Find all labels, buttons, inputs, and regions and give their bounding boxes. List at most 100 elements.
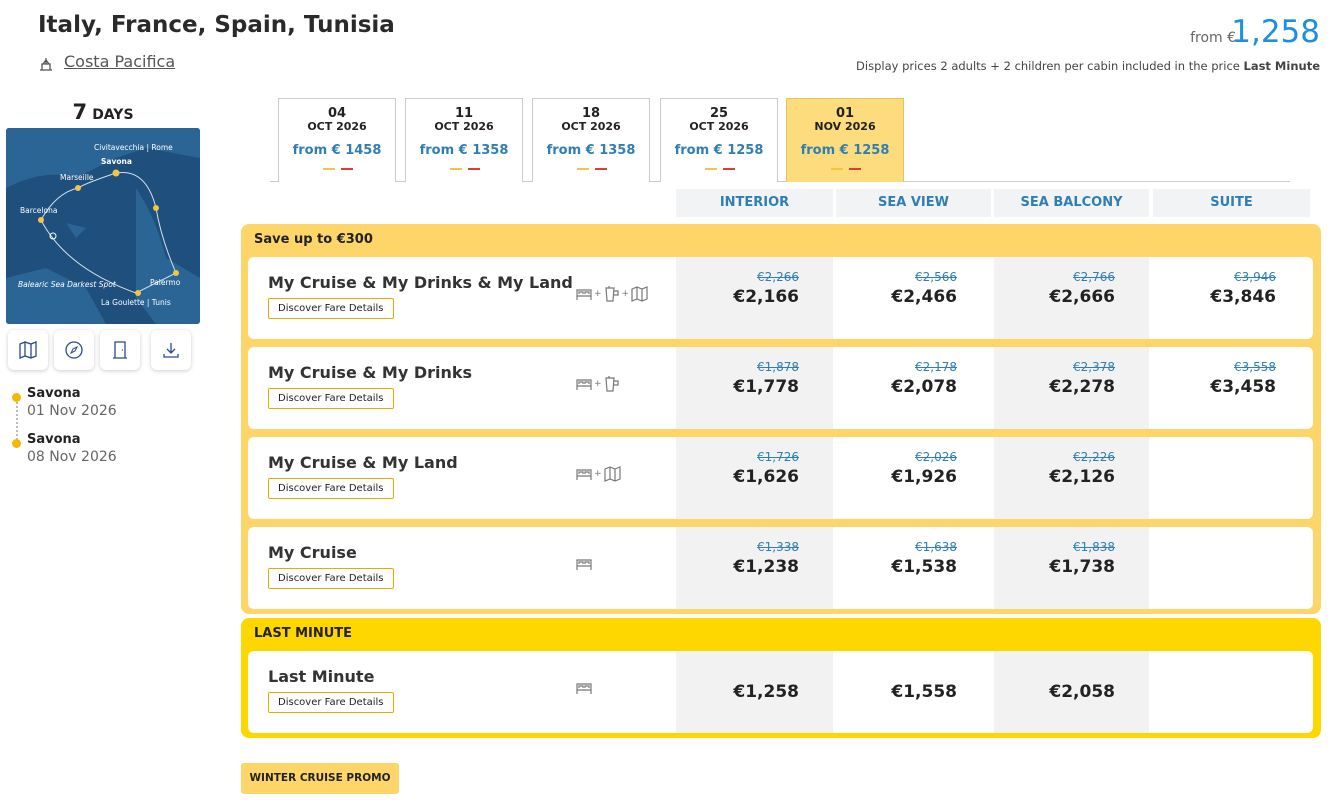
fare-name: My Cruise & My Land	[268, 453, 458, 472]
tab-day: 18	[581, 106, 601, 121]
door-button[interactable]	[100, 330, 140, 370]
tab-mark-red	[341, 168, 353, 170]
price: €1,558	[891, 682, 957, 702]
icon-plus: +	[594, 379, 602, 389]
stop-dot	[12, 393, 21, 402]
tab-day: 11	[454, 106, 474, 121]
fare-icon-bed	[576, 559, 592, 570]
old-price: €1,838	[1073, 540, 1115, 554]
price-col-bg	[676, 347, 833, 429]
tab-mark-yellow	[323, 168, 335, 170]
fare-details-button[interactable]: Discover Fare Details	[268, 568, 394, 589]
tab-mark-red	[849, 168, 861, 170]
tab-mark-yellow	[450, 168, 462, 170]
old-price: €2,378	[1073, 360, 1115, 374]
price-col-bg	[994, 257, 1149, 339]
cabin-header: SEA BALCONY	[994, 189, 1149, 217]
price-col-bg	[676, 257, 833, 339]
fare-name: My Cruise & My Drinks	[268, 363, 473, 382]
fare-row: My Cruise & My Drinks & My Land Discover …	[248, 257, 1313, 339]
fare-icon-bed	[576, 379, 592, 390]
fare-icon-land	[631, 286, 648, 302]
price: €1,926	[891, 467, 957, 487]
old-price: €3,946	[1234, 270, 1276, 284]
promo-button[interactable]: WINTER CRUISE PROMO	[241, 763, 399, 794]
date-tab[interactable]: 18 OCT 2026 from € 1358	[532, 98, 650, 182]
price: €1,538	[891, 557, 957, 577]
stop-dot	[12, 439, 21, 448]
price: €1,738	[1049, 557, 1115, 577]
note-bold: Last Minute	[1243, 59, 1321, 73]
date-tab[interactable]: 04 OCT 2026 from € 1458	[278, 98, 396, 182]
old-price: €2,566	[915, 270, 957, 284]
fare-icon-drink	[604, 286, 619, 302]
date-tab[interactable]: 25 OCT 2026 from € 1258	[660, 98, 778, 182]
tab-day: 04	[327, 106, 347, 121]
ship-icon	[40, 58, 52, 71]
price: €1,238	[733, 557, 799, 577]
note-text: Display prices 2 adults + 2 children per…	[856, 59, 1240, 73]
stop-date: 08 Nov 2026	[27, 449, 117, 465]
map-label: Balearic Sea Darkest Spot	[18, 280, 116, 289]
stops-line	[16, 398, 18, 444]
fare-icons: + +	[575, 285, 648, 303]
stop-port: Savona	[27, 386, 81, 401]
tab-month: OCT 2026	[689, 120, 749, 133]
old-price: €1,726	[757, 450, 799, 464]
old-price: €2,026	[915, 450, 957, 464]
tab-mark-yellow	[705, 168, 717, 170]
old-price: €2,178	[915, 360, 957, 374]
fare-details-button[interactable]: Discover Fare Details	[268, 388, 394, 409]
date-tab[interactable]: 01 NOV 2026 from € 1258	[786, 98, 904, 182]
fare-icon-drink	[604, 376, 619, 392]
price: €2,166	[733, 287, 799, 307]
fare-details-button[interactable]: Discover Fare Details	[268, 692, 394, 713]
price: €3,458	[1210, 377, 1276, 397]
price-col-bg	[994, 651, 1149, 733]
group-title: LAST MINUTE	[254, 626, 353, 641]
fare-row: My Cruise & My Land Discover Fare Details…	[248, 437, 1313, 519]
map-label: Palermo	[150, 278, 181, 287]
price: €2,058	[1049, 682, 1115, 702]
fare-icons: +	[575, 375, 621, 393]
fare-details-button[interactable]: Discover Fare Details	[268, 298, 394, 319]
price: €1,626	[733, 467, 799, 487]
icon-plus: +	[594, 469, 602, 479]
price-note: Display prices 2 adults + 2 children per…	[856, 59, 1320, 73]
compass-button[interactable]	[54, 330, 94, 370]
date-tab[interactable]: 11 OCT 2026 from € 1358	[405, 98, 523, 182]
page-title: Italy, France, Spain, Tunisia	[38, 12, 395, 38]
map-label: Barcelona	[20, 206, 58, 215]
price: €2,078	[891, 377, 957, 397]
fare-details-button[interactable]: Discover Fare Details	[268, 478, 394, 499]
price: €3,846	[1210, 287, 1276, 307]
ship-link[interactable]: Costa Pacifica	[64, 52, 176, 71]
tab-month: NOV 2026	[814, 120, 876, 133]
fare-group: LAST MINUTE Last Minute Discover Fare Deta…	[241, 618, 1321, 738]
map-button[interactable]	[8, 330, 48, 370]
map-label: La Goulette | Tunis	[101, 298, 171, 307]
tab-month: OCT 2026	[561, 120, 621, 133]
cabin-header: INTERIOR	[676, 189, 833, 217]
old-price: €2,266	[757, 270, 799, 284]
download-button[interactable]	[151, 330, 191, 370]
map-label: Marseille	[60, 173, 94, 182]
fare-icons: +	[575, 465, 621, 483]
price-col-bg	[676, 527, 833, 609]
map-label: Savona	[101, 157, 132, 166]
fare-icon-bed	[576, 289, 592, 300]
fare-icons	[575, 679, 593, 697]
tab-month: OCT 2026	[434, 120, 494, 133]
cabin-header: SEA VIEW	[836, 189, 991, 217]
fare-group: Save up to €300 My Cruise & My Drinks & M…	[241, 224, 1321, 614]
price: €2,126	[1049, 467, 1115, 487]
old-price: €2,226	[1073, 450, 1115, 464]
tabs-line	[270, 181, 1290, 182]
group-title: Save up to €300	[254, 232, 373, 247]
stop-date: 01 Nov 2026	[27, 403, 117, 419]
fare-row: My Cruise & My Drinks Discover Fare Detai…	[248, 347, 1313, 429]
price-col-bg	[994, 347, 1149, 429]
fare-row: My Cruise Discover Fare Details €1,338 €1,2…	[248, 527, 1313, 609]
